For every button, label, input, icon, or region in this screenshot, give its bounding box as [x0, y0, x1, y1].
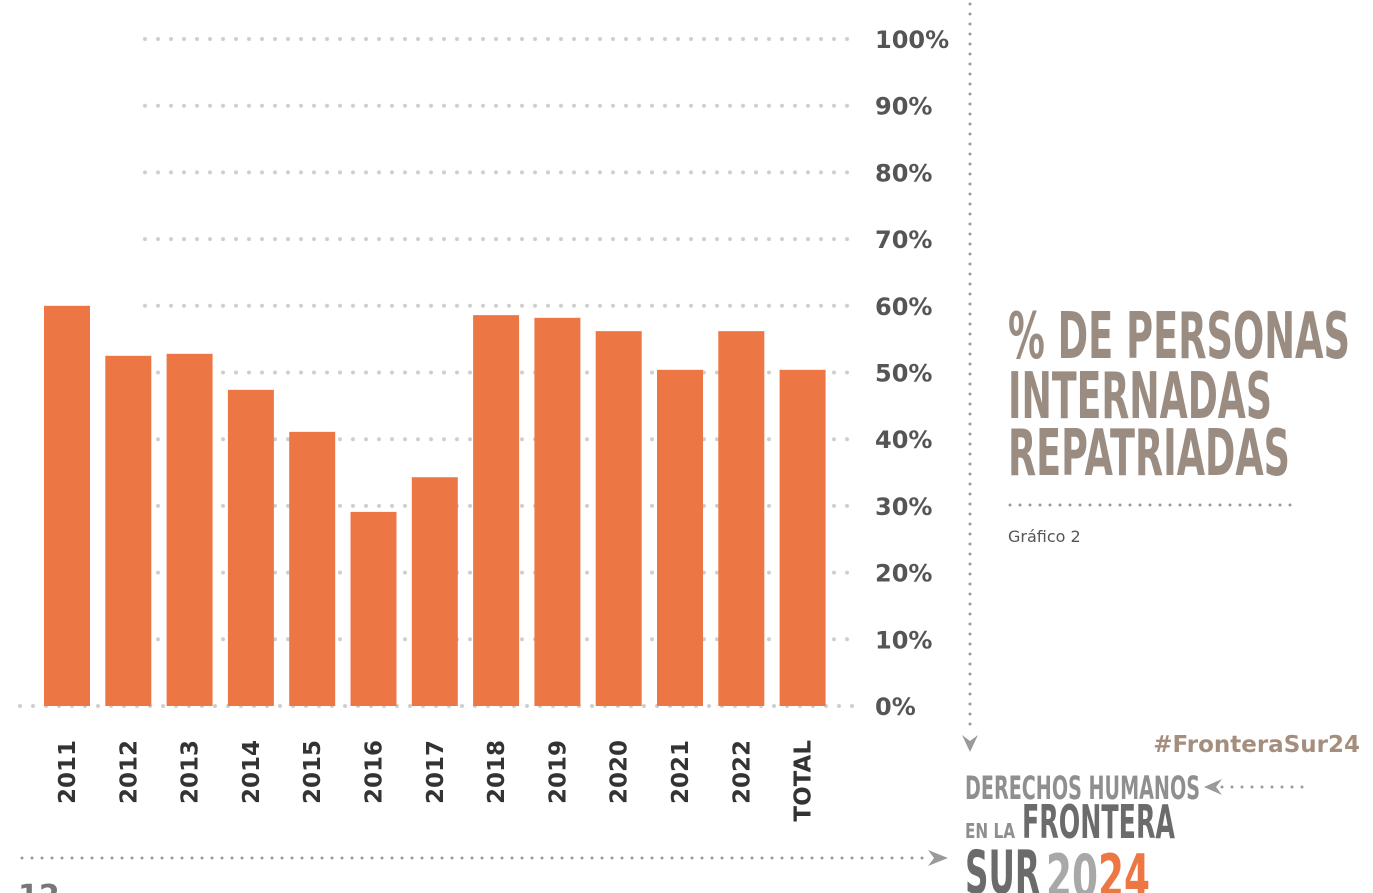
x-tick-label: 2020: [607, 740, 633, 804]
y-tick-label: 0%: [875, 693, 916, 721]
labels: 0% 10% 20% 30% 40% 50% 60% 70% 80% 90% 100% 2011 201…: [55, 26, 949, 822]
brand: DERECHOS HUMANOS: [965, 769, 1200, 807]
title: REPATRIADAS: [1008, 417, 1290, 491]
brand: 20: [1046, 842, 1098, 893]
y-tick-label: 20%: [875, 560, 932, 588]
y-tick-label: 60%: [875, 293, 932, 321]
arrow: [928, 850, 948, 866]
x-tick-label: 2021: [668, 740, 694, 804]
x-tick-label: 2017: [423, 740, 449, 804]
x-tick-label: 2011: [55, 740, 81, 804]
y-tick-label: 10%: [875, 626, 932, 654]
title: INTERNADAS: [1008, 360, 1272, 434]
bar: [166, 353, 213, 706]
page-number: 12: [18, 879, 60, 893]
y-tick-label: 100%: [875, 26, 949, 54]
bar: [105, 355, 152, 706]
arrow: [962, 735, 978, 752]
y-tick-label: 40%: [875, 426, 932, 454]
bar: [289, 431, 336, 706]
x-tick-label: TOTAL: [791, 740, 817, 822]
bar: [657, 369, 703, 706]
subtitle: Gráfico 2: [1008, 527, 1081, 546]
x-tick-label: 2015: [300, 740, 326, 804]
x-tick-label: 2022: [729, 740, 755, 804]
bar: [350, 511, 397, 706]
brand: 24: [1098, 842, 1150, 893]
brand: FRONTERA: [1022, 795, 1175, 849]
y-tick-label: 50%: [875, 360, 932, 388]
y-tick-label: 90%: [875, 93, 932, 121]
x-tick-label: 2012: [116, 740, 142, 804]
bar: [534, 317, 581, 706]
bar: [595, 331, 642, 706]
brand: SUR: [965, 838, 1040, 893]
x-tick-label: 2019: [545, 740, 571, 804]
title: % DE PERSONAS: [1008, 300, 1350, 374]
x-tick-label: 2018: [484, 740, 510, 804]
bar: [473, 315, 520, 706]
hashtag: #FronteraSur24: [1153, 732, 1360, 758]
x-tick-label: 2013: [178, 740, 204, 804]
brand: EN LA: [965, 819, 1015, 843]
bar: [779, 369, 826, 706]
y-tick-label: 70%: [875, 226, 932, 254]
bar: [227, 389, 274, 706]
arrow: [1204, 779, 1222, 795]
bar: [44, 305, 90, 706]
y-tick-label: 80%: [875, 159, 932, 187]
bars: [44, 305, 826, 706]
x-tick-label: 2014: [239, 740, 265, 804]
y-tick-label: 30%: [875, 493, 932, 521]
bar: [718, 331, 765, 706]
x-tick-label: 2016: [362, 740, 388, 804]
bar: [411, 477, 458, 706]
